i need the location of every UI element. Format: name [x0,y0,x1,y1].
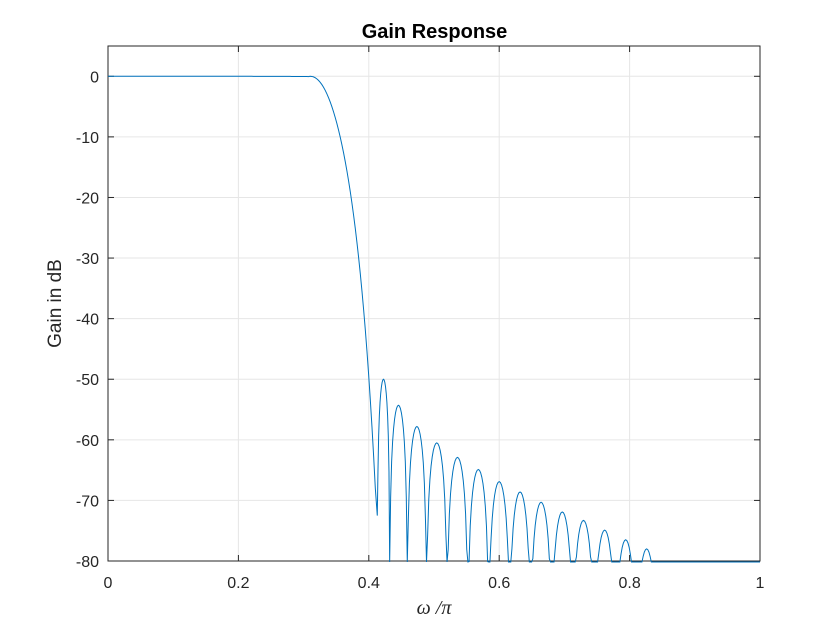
y-tick-label: -70 [76,493,99,510]
y-axis-label: Gain in dB [45,259,66,348]
grid [107,46,761,562]
y-tick-label: -20 [76,190,99,207]
x-axis-label: ω /π [417,597,453,619]
x-tick-label: 0.6 [488,575,510,592]
y-tick-label: 0 [90,69,99,86]
y-tick-labels: 0 -10 -20 -30 -40 -50 -60 -70 -80 [76,69,99,571]
gain-response-line [108,75,760,563]
x-tick-label: 0 [104,575,113,592]
x-tick-label: 0.4 [358,575,380,592]
axis-ticks [107,46,761,562]
x-tick-label: 0.2 [227,575,249,592]
y-tick-label: -10 [76,130,99,147]
chart-title: Gain Response [362,21,508,43]
y-tick-label: -30 [76,251,99,268]
y-tick-label: -80 [76,554,99,571]
x-tick-label: 1 [756,575,765,592]
x-tick-labels: 0 0.2 0.4 0.6 0.8 1 [104,575,765,592]
plot-area [107,45,761,562]
y-tick-label: -60 [76,433,99,450]
y-tick-label: -40 [76,312,99,329]
y-tick-label: -50 [76,372,99,389]
x-tick-label: 0.8 [618,575,640,592]
